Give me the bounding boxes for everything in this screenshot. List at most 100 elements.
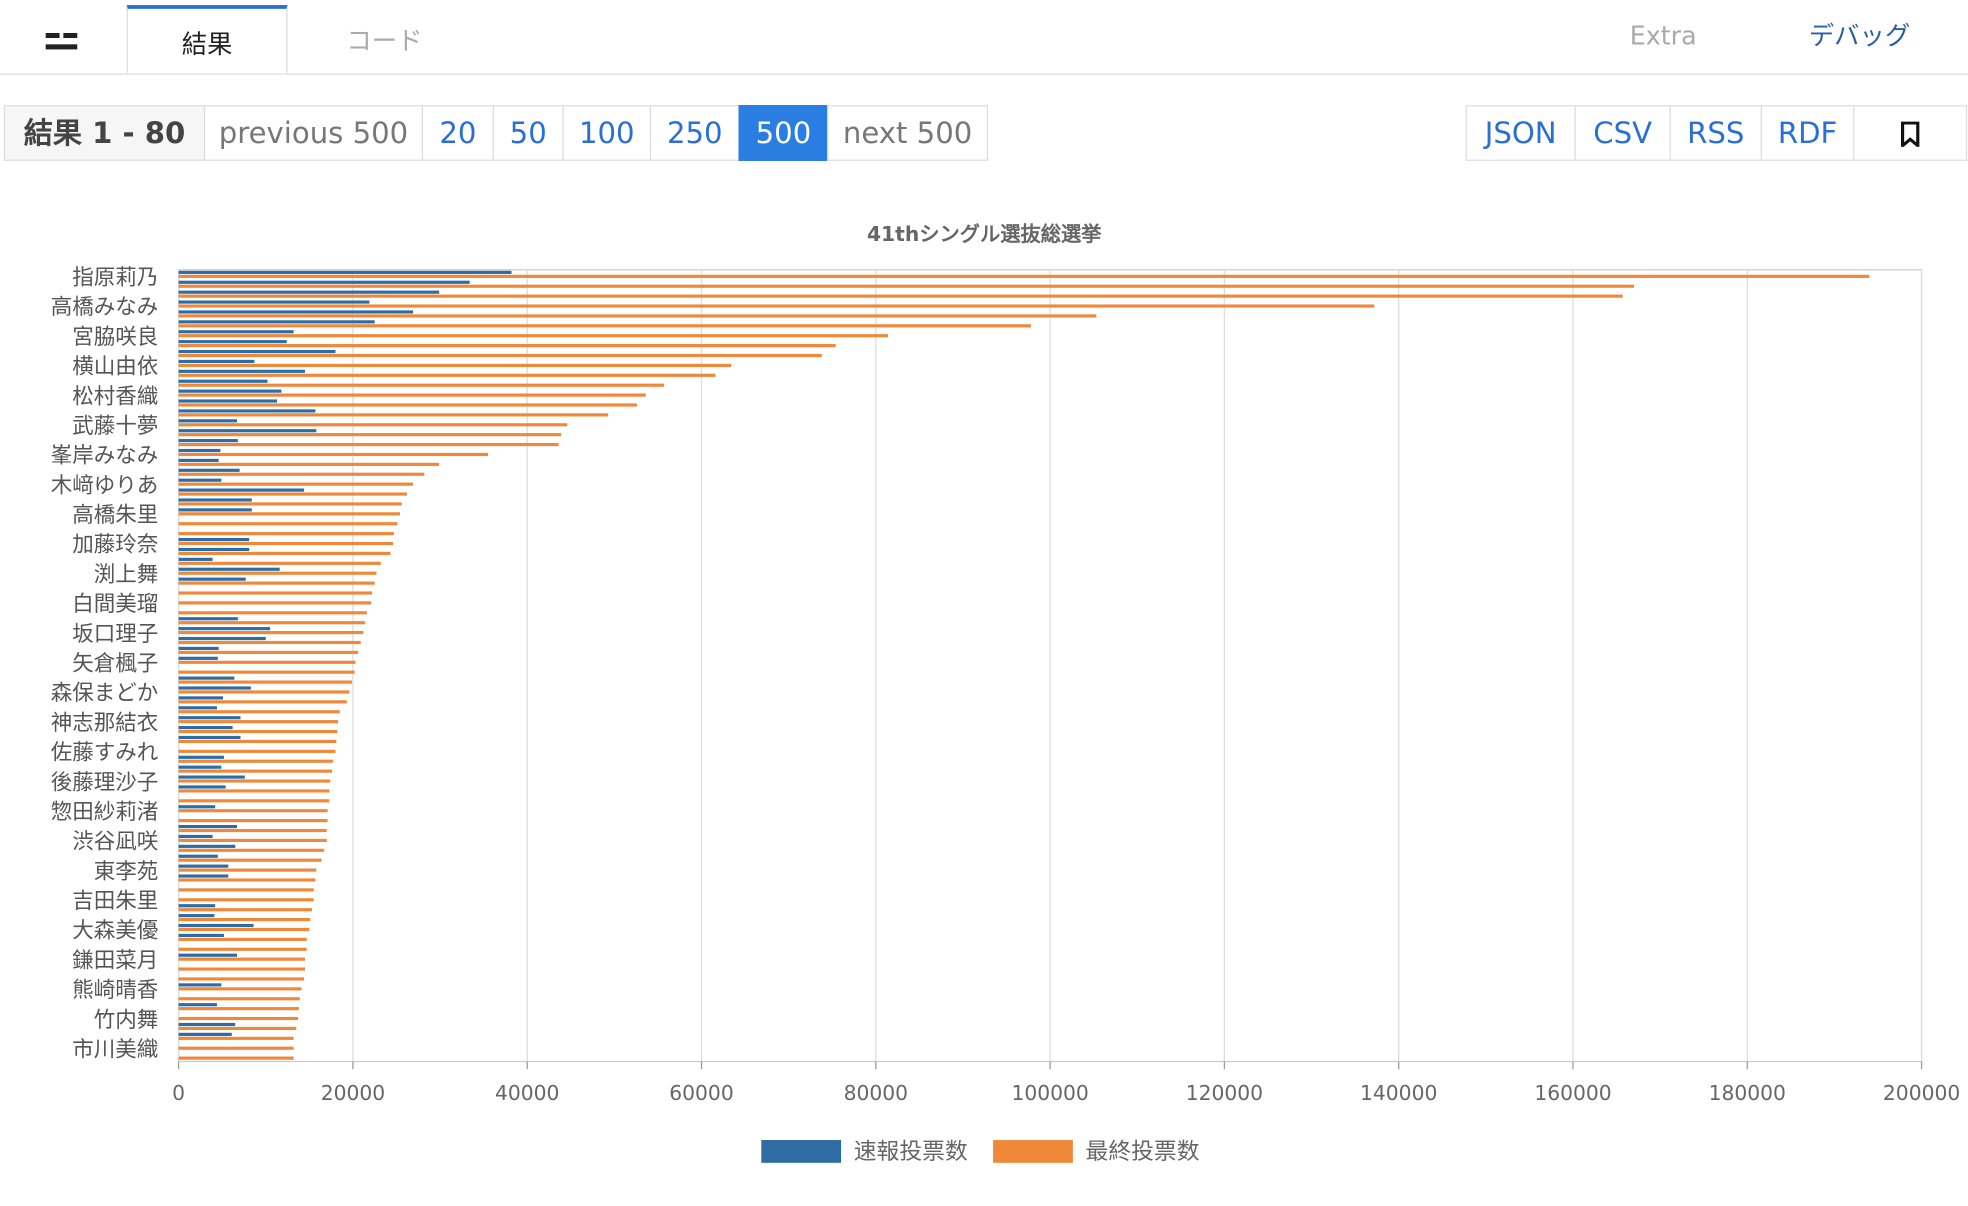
bar xyxy=(178,636,266,641)
bar xyxy=(178,442,559,447)
prev-button[interactable]: previous 500 xyxy=(203,105,424,161)
bar xyxy=(178,824,237,829)
legend-swatch xyxy=(761,1140,842,1163)
bar xyxy=(178,670,355,674)
tab-active[interactable]: 結果 xyxy=(126,5,288,74)
bar xyxy=(178,393,646,397)
bar xyxy=(178,571,377,575)
bar xyxy=(178,769,332,773)
bar xyxy=(178,908,312,912)
bar xyxy=(178,532,394,536)
bar xyxy=(178,805,216,809)
bar xyxy=(178,977,305,981)
bar xyxy=(178,676,235,680)
y-tick-label: 吉田朱里 xyxy=(72,889,158,914)
bar xyxy=(178,904,216,908)
y-tick-label: 後藤理沙子 xyxy=(51,770,159,795)
bar xyxy=(178,923,254,928)
bar xyxy=(178,498,252,502)
tab[interactable]: コード xyxy=(346,25,423,56)
y-tick-label: 加藤玲奈 xyxy=(72,533,158,558)
bar xyxy=(178,710,340,714)
bar xyxy=(178,868,317,872)
bar xyxy=(178,864,229,868)
bar xyxy=(178,359,255,364)
bar xyxy=(178,324,1031,328)
y-tick-label: 坂口理子 xyxy=(72,622,158,647)
bar xyxy=(178,581,375,585)
x-tick-label: 200000 xyxy=(1883,1081,1960,1105)
bar xyxy=(178,914,215,918)
bar xyxy=(178,1007,299,1011)
bar xyxy=(178,478,222,482)
bar xyxy=(178,749,336,753)
bar xyxy=(178,690,350,694)
legend-label: 最終投票数 xyxy=(1086,1139,1200,1165)
next-button[interactable]: next 500 xyxy=(827,105,989,161)
bar xyxy=(178,997,300,1001)
bar xyxy=(178,848,325,852)
bar xyxy=(178,557,213,561)
bar xyxy=(178,567,280,571)
bar xyxy=(178,1016,298,1021)
tab[interactable]: Extra xyxy=(1629,20,1697,51)
bar xyxy=(178,765,222,769)
bar xyxy=(178,1022,236,1027)
export-button[interactable]: JSON xyxy=(1465,105,1576,161)
y-tick-label: 横山由依 xyxy=(72,355,158,380)
export-button[interactable]: RSS xyxy=(1669,105,1762,161)
bar xyxy=(178,383,665,387)
y-tick-label: 東李苑 xyxy=(94,859,159,884)
tab[interactable]: デバッグ xyxy=(1808,20,1911,51)
y-tick-label: 松村香織 xyxy=(72,384,158,409)
bar xyxy=(178,799,330,803)
bar xyxy=(178,399,278,403)
bar xyxy=(178,686,251,690)
bar xyxy=(178,858,322,862)
size-button[interactable]: 50 xyxy=(492,105,564,161)
size-button[interactable]: 20 xyxy=(421,105,495,161)
export-button[interactable]: RDF xyxy=(1760,105,1855,161)
bar xyxy=(178,379,268,383)
size-button[interactable]: 500 xyxy=(738,105,829,161)
size-button[interactable]: 250 xyxy=(649,105,740,161)
bar xyxy=(178,334,888,338)
bar xyxy=(178,1003,217,1007)
bar xyxy=(178,854,218,858)
bar xyxy=(178,537,250,542)
bar xyxy=(178,541,393,546)
bar xyxy=(178,363,732,367)
bar xyxy=(178,631,364,635)
icon xyxy=(45,32,78,50)
bar xyxy=(178,696,224,700)
bar xyxy=(178,720,339,724)
bar xyxy=(178,706,217,710)
bar xyxy=(178,462,440,466)
menu-icon[interactable] xyxy=(0,5,127,73)
x-tick-label: 140000 xyxy=(1360,1081,1437,1105)
bar xyxy=(178,789,330,793)
bar xyxy=(178,650,359,654)
bar xyxy=(178,878,316,882)
bar xyxy=(178,369,305,373)
bar xyxy=(178,551,391,556)
bar xyxy=(178,987,302,991)
bar xyxy=(178,983,222,987)
bar xyxy=(178,640,361,645)
bookmark-button[interactable] xyxy=(1853,105,1968,161)
export-button[interactable]: CSV xyxy=(1574,105,1671,161)
bar xyxy=(178,512,400,516)
bar xyxy=(178,953,237,957)
bar xyxy=(178,561,381,565)
bar xyxy=(178,1046,294,1050)
bar xyxy=(178,310,414,314)
y-tick-label: 高橋みなみ xyxy=(51,295,159,320)
bar xyxy=(178,547,250,552)
x-tick-label: 80000 xyxy=(844,1081,908,1105)
bar xyxy=(178,577,246,581)
bar xyxy=(178,591,373,595)
bar xyxy=(178,502,402,506)
bar xyxy=(178,330,294,334)
bar xyxy=(178,726,233,730)
